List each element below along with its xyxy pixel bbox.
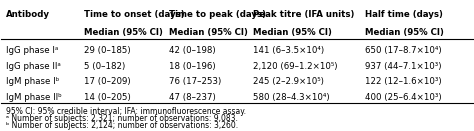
Text: Median (95% CI): Median (95% CI)	[365, 28, 444, 37]
Text: 29 (0–185): 29 (0–185)	[84, 46, 130, 55]
Text: 18 (0–196): 18 (0–196)	[169, 62, 215, 71]
Text: Time to peak (days): Time to peak (days)	[169, 10, 265, 19]
Text: IgG phase Iᵃ: IgG phase Iᵃ	[6, 46, 58, 55]
Text: Median (95% CI): Median (95% CI)	[254, 28, 332, 37]
Text: Antibody: Antibody	[6, 10, 50, 19]
Text: Peak titre (IFA units): Peak titre (IFA units)	[254, 10, 355, 19]
Text: Median (95% CI): Median (95% CI)	[84, 28, 163, 37]
Text: IgG phase IIᵃ: IgG phase IIᵃ	[6, 62, 61, 71]
Text: 141 (6–3.5×10⁴): 141 (6–3.5×10⁴)	[254, 46, 325, 55]
Text: Half time (days): Half time (days)	[365, 10, 443, 19]
Text: 580 (28–4.3×10⁴): 580 (28–4.3×10⁴)	[254, 93, 330, 102]
Text: 245 (2–2.9×10⁵): 245 (2–2.9×10⁵)	[254, 77, 324, 86]
Text: ᵇ Number of subjects: 2,124; number of observations: 3,260.: ᵇ Number of subjects: 2,124; number of o…	[6, 121, 238, 130]
Text: ᵃ Number of subjects: 2,321; number of observations: 9,083.: ᵃ Number of subjects: 2,321; number of o…	[6, 114, 238, 123]
Text: Time to onset (days): Time to onset (days)	[84, 10, 184, 19]
Text: 47 (8–237): 47 (8–237)	[169, 93, 215, 102]
Text: 5 (0–182): 5 (0–182)	[84, 62, 125, 71]
Text: 42 (0–198): 42 (0–198)	[169, 46, 215, 55]
Text: 2,120 (69–1.2×10⁵): 2,120 (69–1.2×10⁵)	[254, 62, 338, 71]
Text: 650 (17–8.7×10⁴): 650 (17–8.7×10⁴)	[365, 46, 442, 55]
Text: 14 (0–205): 14 (0–205)	[84, 93, 131, 102]
Text: IgM phase Iᵇ: IgM phase Iᵇ	[6, 77, 59, 86]
Text: IgM phase IIᵇ: IgM phase IIᵇ	[6, 93, 62, 102]
Text: 76 (17–253): 76 (17–253)	[169, 77, 221, 86]
Text: 122 (12–1.6×10³): 122 (12–1.6×10³)	[365, 77, 442, 86]
Text: 95% CI: 95% credible interval; IFA: immunofluorescence assay.: 95% CI: 95% credible interval; IFA: immu…	[6, 107, 246, 116]
Text: 400 (25–6.4×10³): 400 (25–6.4×10³)	[365, 93, 442, 102]
Text: 937 (44–7.1×10³): 937 (44–7.1×10³)	[365, 62, 442, 71]
Text: 17 (0–209): 17 (0–209)	[84, 77, 130, 86]
Text: Median (95% CI): Median (95% CI)	[169, 28, 247, 37]
